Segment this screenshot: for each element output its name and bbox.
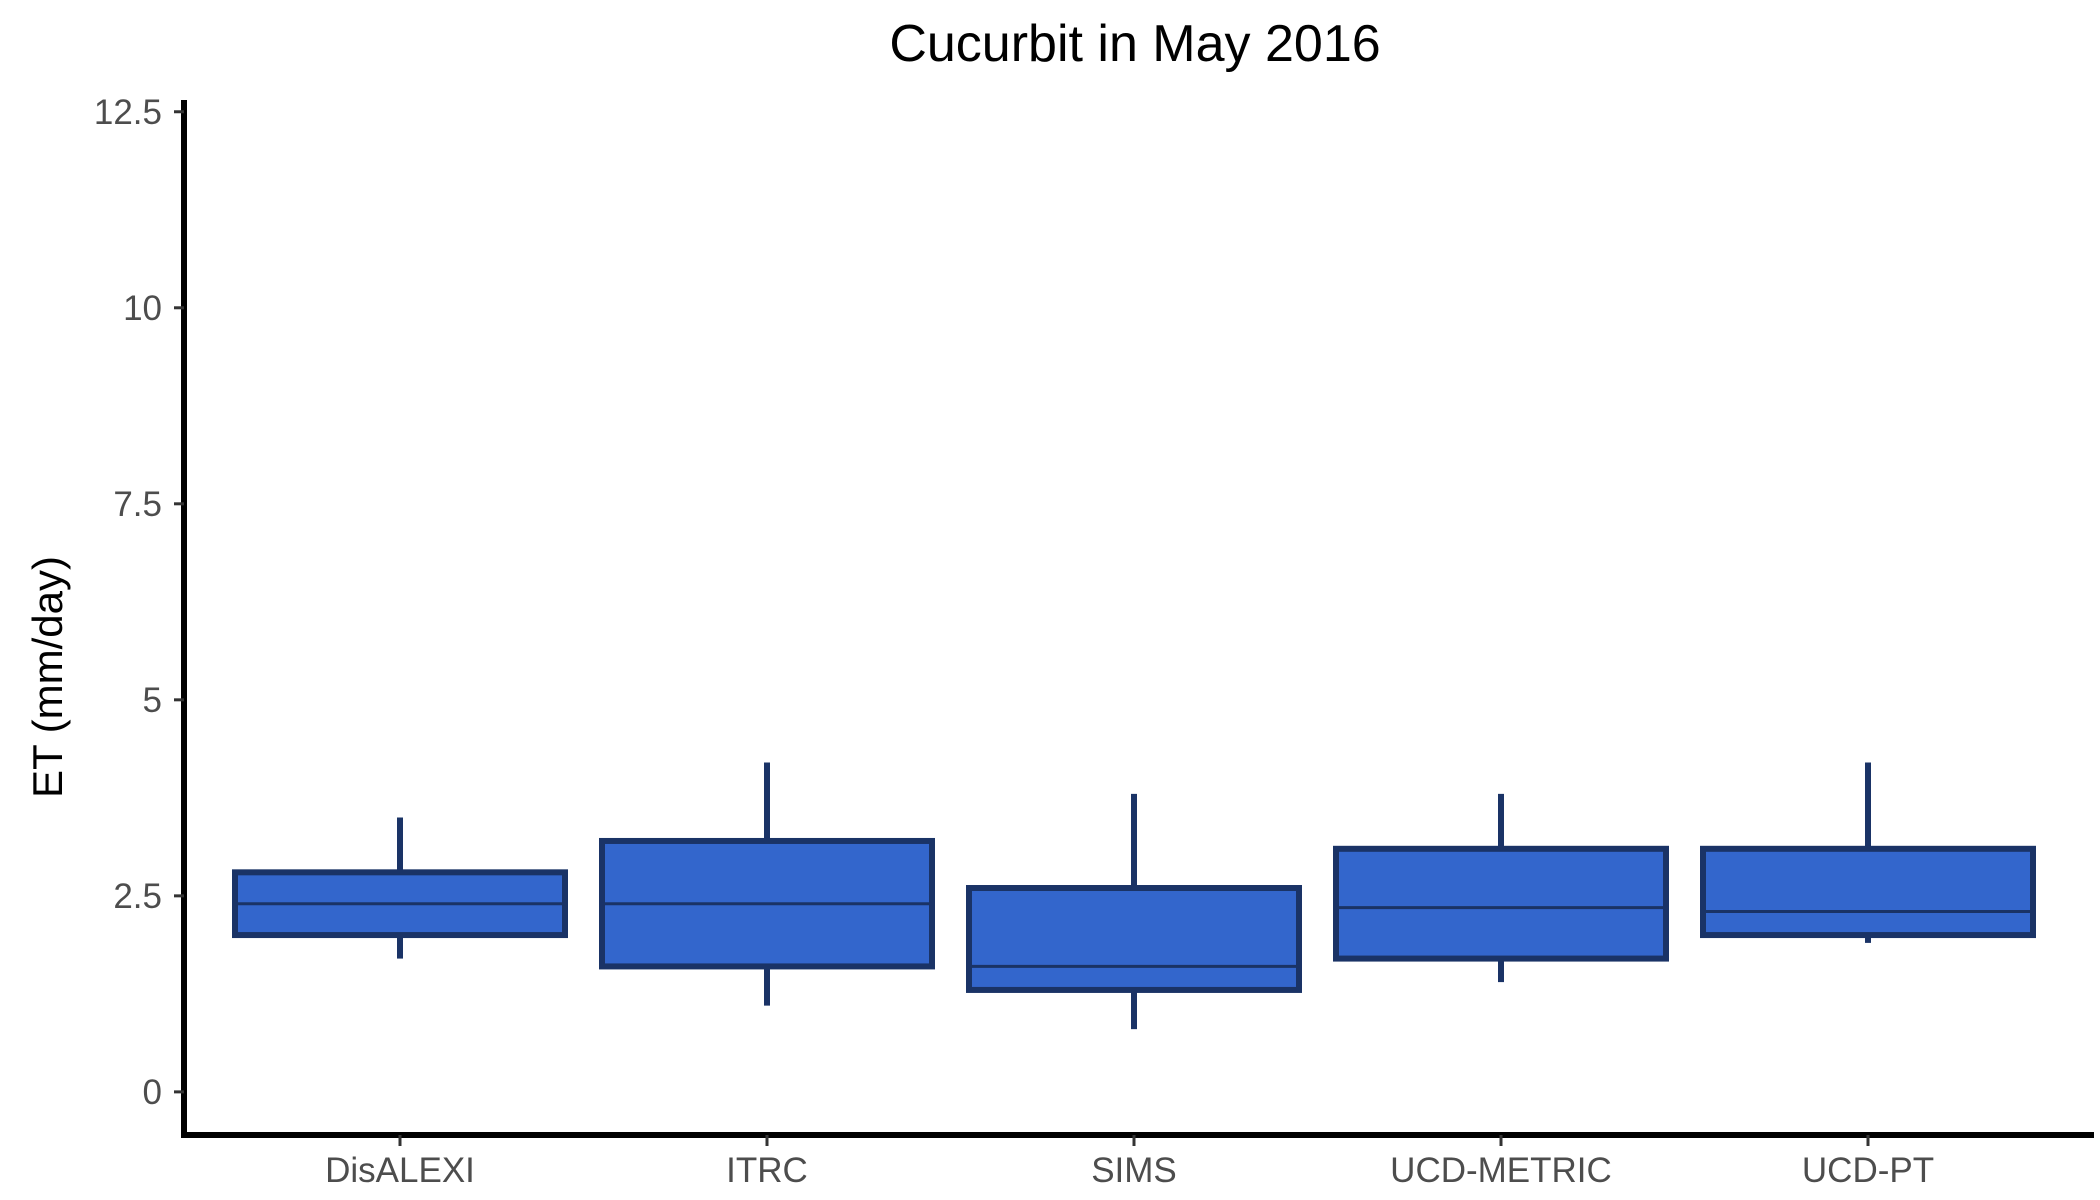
y-tick-label: 2.5 bbox=[113, 877, 162, 916]
y-tick-label: 7.5 bbox=[113, 485, 162, 524]
boxes-layer bbox=[232, 762, 2036, 1030]
box-body bbox=[966, 885, 1302, 993]
y-tick-label: 0 bbox=[143, 1073, 162, 1112]
box-body bbox=[1333, 845, 1669, 962]
y-tick-label: 10 bbox=[123, 289, 162, 328]
x-tick-label: UCD-PT bbox=[1802, 1151, 1934, 1190]
y-tick-label: 5 bbox=[143, 681, 162, 720]
box-disalexi bbox=[232, 817, 568, 959]
box-sims bbox=[966, 793, 1302, 1030]
box-body bbox=[1700, 845, 2036, 939]
y-tick-label: 12.5 bbox=[94, 93, 162, 132]
box-ucd-pt bbox=[1700, 762, 2036, 943]
y-ticks: 0 2.5 5 7.5 10 12.5 bbox=[94, 93, 184, 1112]
x-tick-label: DisALEXI bbox=[325, 1151, 475, 1190]
x-ticks: DisALEXI ITRC SIMS UCD-METRIC UCD-PT bbox=[325, 1135, 1934, 1190]
box-itrc bbox=[599, 762, 935, 1006]
x-tick-label: ITRC bbox=[726, 1151, 808, 1190]
chart-title: Cucurbit in May 2016 bbox=[889, 15, 1381, 73]
x-tick-label: SIMS bbox=[1091, 1151, 1177, 1190]
box-ucd-metric bbox=[1333, 793, 1669, 983]
x-tick-label: UCD-METRIC bbox=[1390, 1151, 1612, 1190]
